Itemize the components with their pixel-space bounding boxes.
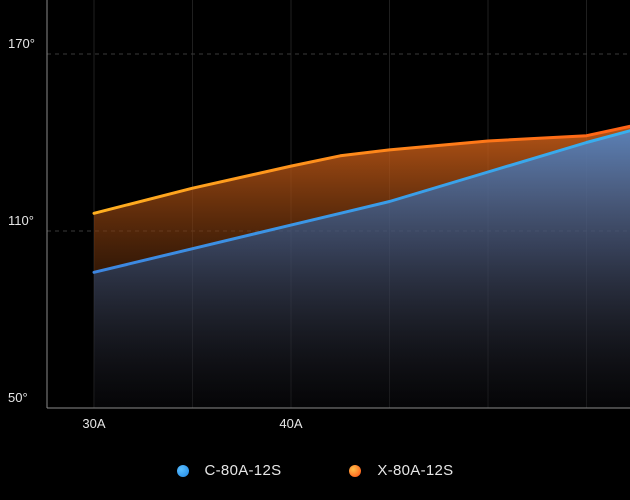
y-tick-label-0: 50° bbox=[8, 390, 28, 405]
legend-item-x80a[interactable]: X-80A-12S bbox=[349, 462, 453, 479]
tick-labels: 50°110°170°30A40A60A bbox=[8, 36, 303, 431]
series-lines bbox=[92, 124, 630, 274]
legend-dot-blue-icon bbox=[176, 464, 189, 477]
series-line-1 bbox=[92, 124, 630, 215]
axes bbox=[46, 0, 630, 409]
legend-dot-orange-icon bbox=[349, 464, 362, 477]
y-tick-label-2: 170° bbox=[8, 36, 35, 51]
x-tick-label-1: 40A bbox=[279, 416, 302, 431]
legend: C-80A-12S X-80A-12S bbox=[0, 462, 630, 479]
legend-item-c80a[interactable]: C-80A-12S bbox=[176, 462, 282, 479]
series-areas bbox=[94, 126, 630, 408]
legend-label-c80a: C-80A-12S bbox=[204, 462, 282, 479]
series-line-0 bbox=[92, 129, 630, 274]
y-tick-label-1: 110° bbox=[8, 213, 34, 228]
x-tick-label-0: 30A bbox=[82, 416, 105, 431]
legend-label-x80a: X-80A-12S bbox=[377, 462, 454, 479]
series-area-0 bbox=[94, 130, 630, 408]
